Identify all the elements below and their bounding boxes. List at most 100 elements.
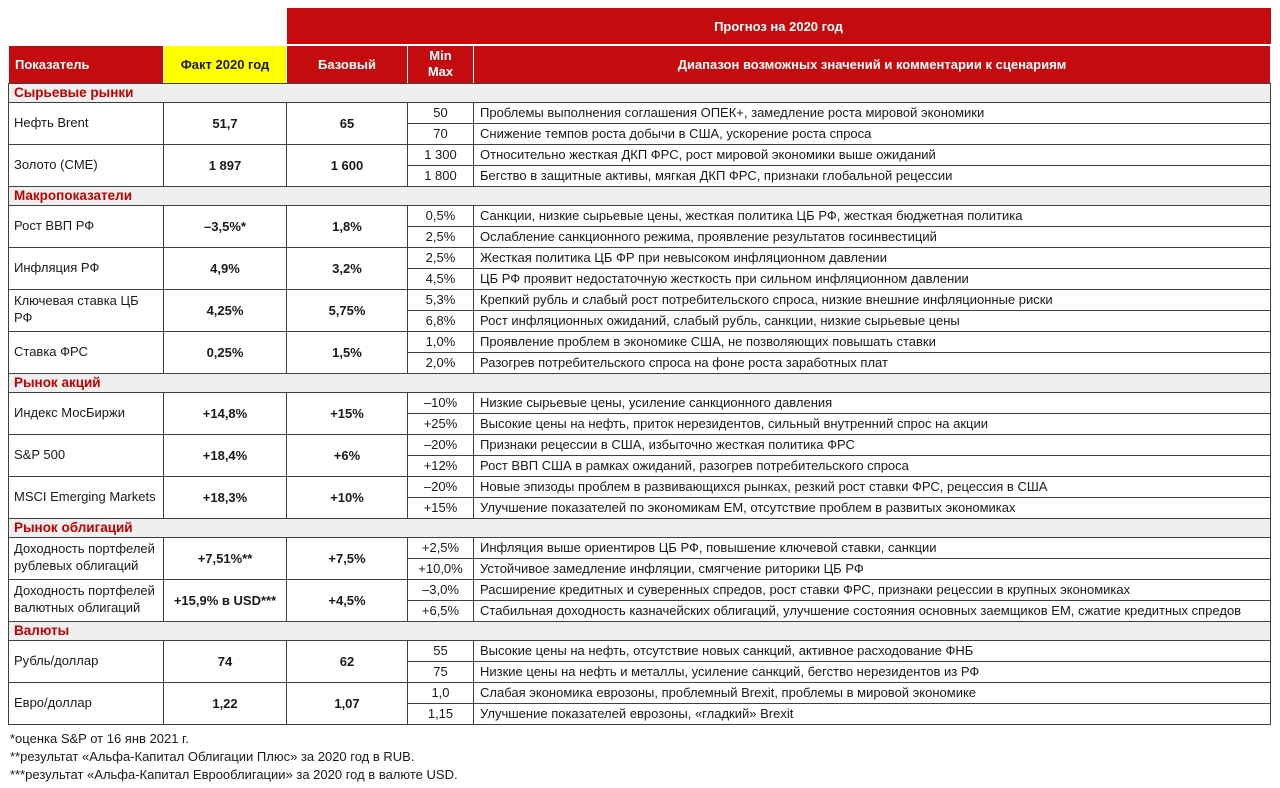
- scenario-comment: Новые эпизоды проблем в развивающихся ры…: [473, 475, 1271, 498]
- fact-value: 74: [163, 639, 287, 683]
- max-value: 1 800: [407, 164, 474, 187]
- fact-value: 4,9%: [163, 246, 287, 290]
- column-header-minmax: Min Max: [407, 44, 474, 84]
- base-forecast-value: +15%: [286, 391, 408, 435]
- scenario-comment: Снижение темпов роста добычи в США, уско…: [473, 122, 1271, 145]
- indicator-name: S&P 500: [8, 433, 164, 477]
- footnote: ***результат «Альфа-Капитал Еврооблигаци…: [10, 766, 458, 782]
- scenario-comment: ЦБ РФ проявит недостаточную жесткость пр…: [473, 267, 1271, 290]
- section-row: Валюты: [8, 620, 1271, 641]
- table-row: +6,5% Стабильная доходность казначейских …: [9, 599, 1271, 622]
- base-forecast-value: 65: [286, 101, 408, 145]
- scenario-comment: Слабая экономика еврозоны, проблемный Br…: [473, 681, 1271, 704]
- scenario-comment: Стабильная доходность казначейских облиг…: [473, 599, 1271, 622]
- min-value: 1,0%: [407, 330, 474, 353]
- max-value: 2,0%: [407, 351, 474, 374]
- table-row: S&P 500 +18,4% +6% –20% Признаки рецессии в …: [8, 433, 1271, 477]
- forecast-table-body: Сырьевые рынки Нефть Brent 51,7 65 50 Проблем…: [8, 82, 1271, 725]
- base-forecast-value: +6%: [286, 433, 408, 477]
- min-value: –20%: [407, 433, 474, 456]
- max-value: 4,5%: [407, 267, 474, 290]
- fact-value: 1,22: [163, 681, 287, 725]
- indicator-name: Инфляция РФ: [8, 246, 164, 290]
- table-row: +12% Рост ВВП США в рамках ожиданий, разо…: [9, 454, 1271, 477]
- footnote: **результат «Альфа-Капитал Облигации Плю…: [10, 748, 415, 764]
- banner-spacer: [8, 8, 287, 45]
- section-title: Рынок облигаций: [8, 517, 1271, 538]
- scenario-comment: Признаки рецессии в США, избыточно жестк…: [473, 433, 1271, 456]
- table-row: 1,15 Улучшение показателей еврозоны, «гла…: [9, 702, 1271, 725]
- base-forecast-value: 3,2%: [286, 246, 408, 290]
- base-forecast-value: 62: [286, 639, 408, 683]
- table-row: Рубль/доллар 74 62 55 Высокие цены на нефть,…: [8, 639, 1271, 683]
- base-forecast-value: 1,07: [286, 681, 408, 725]
- scenario-comment: Улучшение показателей еврозоны, «гладкий…: [473, 702, 1271, 725]
- fact-value: +7,51%**: [163, 536, 287, 580]
- indicator-name: Индекс МосБиржи: [8, 391, 164, 435]
- column-header-row: Показатель Факт 2020 год Базовый Min Max…: [8, 44, 1271, 84]
- min-value: –10%: [407, 391, 474, 414]
- scenario-comment: Рост инфляционных ожиданий, слабый рубль…: [473, 309, 1271, 332]
- table-row: Доходность портфелей валютных облигаций +…: [8, 578, 1271, 622]
- table-row: Ставка ФРС 0,25% 1,5% 1,0% Проявление пробле…: [8, 330, 1271, 374]
- scenario-comment: Низкие сырьевые цены, усиление санкционн…: [473, 391, 1271, 414]
- indicator-name: Доходность портфелей рублевых облигаций: [8, 536, 164, 580]
- min-value: 0,5%: [407, 204, 474, 227]
- table-row: Инфляция РФ 4,9% 3,2% 2,5% Жесткая политика …: [8, 246, 1271, 290]
- scenario-comment: Высокие цены на нефть, отсутствие новых …: [473, 639, 1271, 662]
- max-value: +6,5%: [407, 599, 474, 622]
- table-row: Ключевая ставка ЦБ РФ 4,25% 5,75% 5,3% Крепк…: [8, 288, 1271, 332]
- scenario-comment: Относительно жесткая ДКП ФРС, рост миров…: [473, 143, 1271, 166]
- table-row: Доходность портфелей рублевых облигаций +…: [8, 536, 1271, 580]
- max-value: +12%: [407, 454, 474, 477]
- table-row: Золото (CME) 1 897 1 600 1 300 Относительно …: [8, 143, 1271, 187]
- min-value: +2,5%: [407, 536, 474, 559]
- scenario-comment: Проблемы выполнения соглашения ОПЕК+, за…: [473, 101, 1271, 124]
- fact-value: +14,8%: [163, 391, 287, 435]
- base-forecast-value: +10%: [286, 475, 408, 519]
- scenario-comment: Разогрев потребительского спроса на фоне…: [473, 351, 1271, 374]
- table-row: +25% Высокие цены на нефть, приток нерези…: [9, 412, 1271, 435]
- scenario-comment: Низкие цены на нефть и металлы, усиление…: [473, 660, 1271, 683]
- max-value: 75: [407, 660, 474, 683]
- scenario-comment: Высокие цены на нефть, приток нерезидент…: [473, 412, 1271, 435]
- fact-value: +18,4%: [163, 433, 287, 477]
- indicator-name: Евро/доллар: [8, 681, 164, 725]
- table-row: Индекс МосБиржи +14,8% +15% –10% Низкие сырь…: [8, 391, 1271, 435]
- scenario-comment: Рост ВВП США в рамках ожиданий, разогрев…: [473, 454, 1271, 477]
- max-value: +25%: [407, 412, 474, 435]
- base-forecast-value: +7,5%: [286, 536, 408, 580]
- table-row: +10,0% Устойчивое замедление инфляции, см…: [9, 557, 1271, 580]
- min-value: 50: [407, 101, 474, 124]
- fact-value: 0,25%: [163, 330, 287, 374]
- column-header-range: Диапазон возможных значений и комментари…: [473, 44, 1271, 84]
- column-header-base: Базовый: [286, 44, 408, 84]
- max-value: 70: [407, 122, 474, 145]
- section-row: Сырьевые рынки: [8, 82, 1271, 103]
- section-title: Валюты: [8, 620, 1271, 641]
- max-value: +15%: [407, 496, 474, 519]
- indicator-name: Ставка ФРС: [8, 330, 164, 374]
- scenario-comment: Бегство в защитные активы, мягкая ДКП ФР…: [473, 164, 1271, 187]
- min-label: Min: [429, 48, 452, 64]
- footnotes: *оценка S&P от 16 янв 2021 г. **результат…: [8, 730, 1271, 784]
- fact-value: 51,7: [163, 101, 287, 145]
- banner-row: Прогноз на 2020 год: [8, 8, 1271, 46]
- scenario-comment: Расширение кредитных и суверенных спредо…: [473, 578, 1271, 601]
- section-title: Рынок акций: [8, 372, 1271, 393]
- max-value: +10,0%: [407, 557, 474, 580]
- forecast-table: Прогноз на 2020 год Показатель Факт 2020…: [8, 8, 1271, 725]
- table-row: Евро/доллар 1,22 1,07 1,0 Слабая экономика е…: [8, 681, 1271, 725]
- scenario-comment: Крепкий рубль и слабый рост потребительс…: [473, 288, 1271, 311]
- max-label: Max: [427, 64, 454, 80]
- indicator-name: Рубль/доллар: [8, 639, 164, 683]
- fact-value: +15,9% в USD***: [163, 578, 287, 622]
- min-value: 5,3%: [407, 288, 474, 311]
- scenario-comment: Устойчивое замедление инфляции, смягчени…: [473, 557, 1271, 580]
- section-title: Макропоказатели: [8, 185, 1271, 206]
- min-value: 1,0: [407, 681, 474, 704]
- section-row: Макропоказатели: [8, 185, 1271, 206]
- section-row: Рынок акций: [8, 372, 1271, 393]
- min-value: 55: [407, 639, 474, 662]
